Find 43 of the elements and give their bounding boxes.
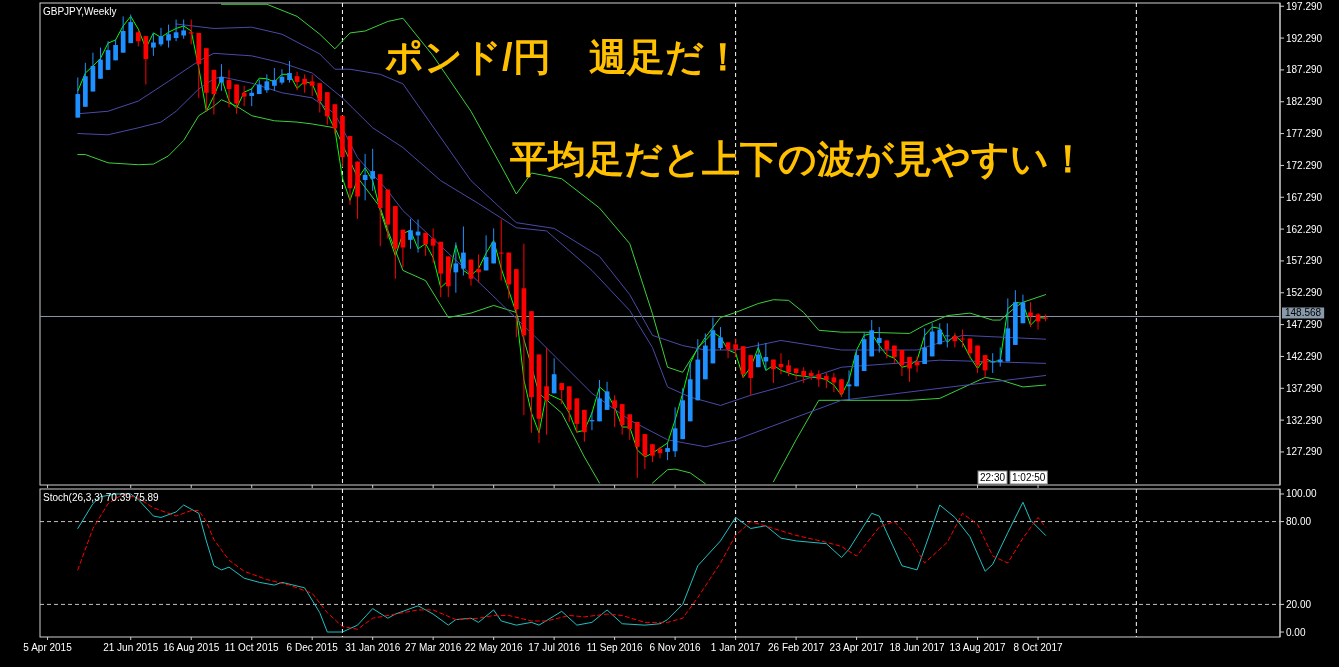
annotation: ポンド/円 週足だ！ bbox=[385, 36, 742, 78]
x-tick-label: 5 Apr 2015 bbox=[23, 642, 73, 653]
y-tick-label: 197.290 bbox=[1286, 0, 1323, 12]
y-tick-label: 152.290 bbox=[1286, 287, 1323, 299]
x-tick-label: 22 May 2016 bbox=[464, 642, 523, 653]
y-tick-label: 20.00 bbox=[1286, 598, 1312, 610]
y-tick-label: 172.290 bbox=[1286, 159, 1323, 171]
y-tick-label: 162.290 bbox=[1286, 223, 1323, 235]
x-tick-label: 26 Feb 2017 bbox=[768, 642, 825, 653]
chart-title: Stoch(26,3,3) 70.39 75.89 bbox=[43, 492, 160, 503]
x-tick-label: 23 Apr 2017 bbox=[829, 642, 884, 653]
x-tick-label: 27 Mar 2016 bbox=[405, 642, 462, 653]
y-tick-label: 177.290 bbox=[1286, 128, 1323, 140]
x-tick-label: 11 Sep 2016 bbox=[586, 642, 644, 653]
x-tick-label: 17 Jul 2016 bbox=[528, 642, 581, 653]
y-tick-label: 187.290 bbox=[1286, 64, 1323, 76]
x-tick-label: 31 Jan 2016 bbox=[345, 642, 401, 653]
x-tick-label: 13 Aug 2017 bbox=[949, 642, 1007, 653]
annotation: 平均足だと上下の波が見やすい！ bbox=[510, 138, 1087, 180]
y-tick-label: 0.00 bbox=[1286, 626, 1306, 638]
ref-line-label: 148.568 bbox=[1285, 307, 1322, 319]
chart-title: GBPJPY,Weekly bbox=[43, 6, 117, 17]
y-tick-label: 147.290 bbox=[1286, 319, 1323, 331]
annotation: 1:02:50 bbox=[1012, 472, 1046, 483]
y-tick-label: 167.290 bbox=[1286, 191, 1323, 203]
y-tick-label: 192.290 bbox=[1286, 32, 1323, 44]
x-tick-label: 6 Dec 2015 bbox=[286, 642, 339, 653]
x-tick-label: 6 Nov 2016 bbox=[649, 642, 702, 653]
x-tick-label: 18 Jun 2017 bbox=[889, 642, 946, 653]
y-tick-label: 132.290 bbox=[1286, 414, 1323, 426]
y-tick-label: 182.290 bbox=[1286, 96, 1323, 108]
y-tick-label: 157.290 bbox=[1286, 255, 1323, 267]
x-tick-label: 11 Oct 2015 bbox=[224, 642, 280, 653]
x-tick-label: 16 Aug 2015 bbox=[163, 642, 220, 653]
y-tick-label: 80.00 bbox=[1286, 516, 1312, 528]
y-tick-label: 127.290 bbox=[1286, 446, 1323, 458]
annotation: 22:30 bbox=[980, 472, 1006, 483]
x-tick-label: 1 Jan 2017 bbox=[710, 642, 761, 653]
x-tick-label: 8 Oct 2017 bbox=[1013, 642, 1063, 653]
x-tick-label: 21 Jun 2015 bbox=[103, 642, 159, 653]
y-tick-label: 142.290 bbox=[1286, 350, 1323, 362]
y-tick-label: 100.00 bbox=[1286, 488, 1318, 500]
y-tick-label: 137.290 bbox=[1286, 382, 1323, 394]
